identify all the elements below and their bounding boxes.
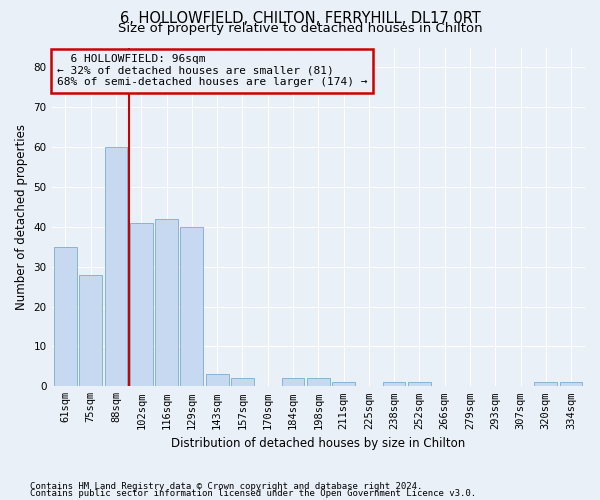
Bar — [79, 274, 102, 386]
Bar — [54, 247, 77, 386]
Text: 6 HOLLOWFIELD: 96sqm
← 32% of detached houses are smaller (81)
68% of semi-detac: 6 HOLLOWFIELD: 96sqm ← 32% of detached h… — [57, 54, 367, 88]
Bar — [307, 378, 329, 386]
Bar — [332, 382, 355, 386]
Text: Contains public sector information licensed under the Open Government Licence v3: Contains public sector information licen… — [30, 490, 476, 498]
Bar — [206, 374, 229, 386]
Bar — [130, 223, 152, 386]
Text: Size of property relative to detached houses in Chilton: Size of property relative to detached ho… — [118, 22, 482, 35]
Bar — [181, 227, 203, 386]
X-axis label: Distribution of detached houses by size in Chilton: Distribution of detached houses by size … — [171, 437, 466, 450]
Bar — [155, 219, 178, 386]
Bar — [383, 382, 406, 386]
Text: 6, HOLLOWFIELD, CHILTON, FERRYHILL, DL17 0RT: 6, HOLLOWFIELD, CHILTON, FERRYHILL, DL17… — [119, 11, 481, 26]
Bar — [104, 147, 127, 386]
Bar — [535, 382, 557, 386]
Bar — [560, 382, 583, 386]
Bar — [231, 378, 254, 386]
Text: Contains HM Land Registry data © Crown copyright and database right 2024.: Contains HM Land Registry data © Crown c… — [30, 482, 422, 491]
Bar — [281, 378, 304, 386]
Bar — [408, 382, 431, 386]
Y-axis label: Number of detached properties: Number of detached properties — [15, 124, 28, 310]
